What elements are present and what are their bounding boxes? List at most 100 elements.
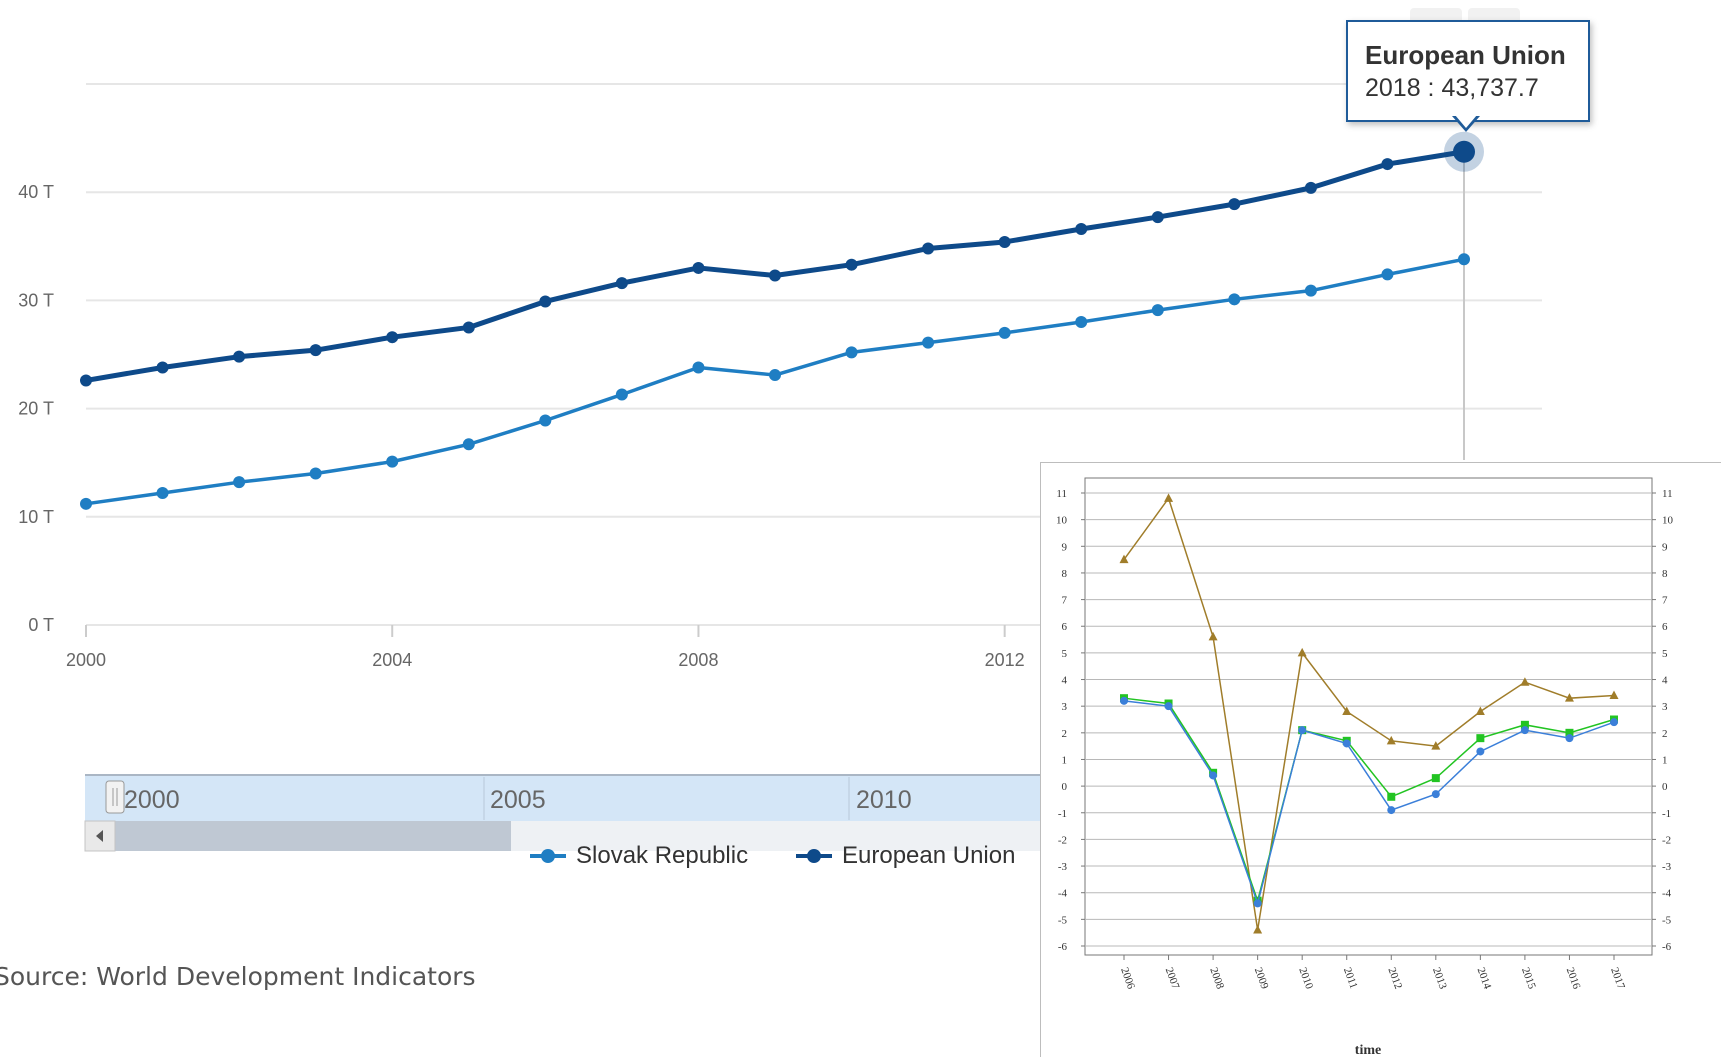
inset-y-tick-label-left: -4 (1058, 888, 1068, 900)
inset-chart-panel: 11 11 10 10 9 9 8 8 7 7 6 6 5 5 4 4 3 3 2 2 1 1 0 0 -1 -1 -2 -2 -3 -3… (1040, 462, 1721, 1057)
inset-y-tick-label-right: 8 (1662, 568, 1668, 580)
data-point[interactable] (462, 321, 475, 334)
inset-y-tick-label-right: -2 (1662, 834, 1671, 846)
data-point[interactable] (615, 388, 628, 401)
inset-y-tick-label-right: 4 (1662, 675, 1668, 687)
scrollbar-thumb[interactable] (115, 821, 511, 851)
data-point[interactable] (1453, 140, 1475, 163)
inset-x-axis-title: time (1355, 1043, 1381, 1057)
data-point[interactable] (462, 438, 475, 451)
inset-y-tick-label-right: -1 (1662, 808, 1671, 820)
inset-y-tick-label-right: 9 (1662, 541, 1668, 553)
inset-data-point (1431, 790, 1440, 799)
legend-item-european-union[interactable]: European Union (796, 842, 1015, 870)
data-point[interactable] (539, 414, 552, 427)
inset-data-point (1565, 734, 1574, 743)
inset-x-axis: 2006 2007 2008 2009 2010 2011 2012 2013 2014 2015… (1118, 955, 1627, 991)
inset-data-point (1386, 735, 1396, 745)
inset-y-tick-label-left: 0 (1062, 781, 1068, 793)
tooltip: European Union 2018 : 43,737.7 (1346, 20, 1590, 122)
inset-series-line (1123, 496, 1615, 931)
data-point[interactable] (845, 346, 858, 359)
inset-y-tick-label-left: -5 (1058, 914, 1068, 926)
inset-y-tick-label-left: 7 (1062, 595, 1068, 607)
inset-data-point (1476, 734, 1485, 743)
data-point[interactable] (80, 497, 92, 510)
series-european-union[interactable] (80, 131, 1484, 387)
data-point[interactable] (1151, 211, 1164, 224)
inset-x-tick-label: 2013 (1430, 966, 1449, 991)
y-tick-label: 30 T (18, 290, 54, 310)
inset-y-tick-label-right: 11 (1662, 488, 1673, 500)
data-point[interactable] (309, 344, 322, 357)
inset-x-tick-label: 2006 (1118, 966, 1137, 991)
data-point[interactable] (1381, 268, 1394, 281)
inset-data-point (1164, 493, 1174, 502)
data-point[interactable] (998, 326, 1011, 339)
inset-y-tick-label-left: 9 (1062, 541, 1068, 553)
navigator-label: 2000 (124, 786, 180, 814)
y-tick-label: 10 T (18, 507, 54, 527)
data-point[interactable] (1304, 181, 1317, 194)
data-point[interactable] (615, 277, 628, 290)
data-point[interactable] (1151, 304, 1164, 317)
inset-x-tick-label: 2007 (1163, 966, 1182, 991)
legend-line-icon (530, 849, 566, 863)
data-point[interactable] (1228, 293, 1241, 306)
inset-y-tick-label-left: 3 (1062, 701, 1068, 713)
inset-y-tick-label-right: 6 (1662, 621, 1668, 633)
data-point[interactable] (769, 269, 781, 282)
inset-series-3 (1120, 696, 1618, 908)
inset-y-tick-label-right: 0 (1662, 781, 1668, 793)
inset-x-tick-label: 2009 (1252, 966, 1271, 991)
data-point[interactable] (769, 369, 781, 382)
data-point[interactable] (692, 261, 705, 274)
data-point[interactable] (233, 476, 246, 489)
x-tick-label: 2004 (372, 650, 412, 670)
inset-y-tick-label-left: 10 (1056, 515, 1068, 527)
data-point[interactable] (1458, 253, 1470, 266)
range-navigator[interactable] (84, 774, 1045, 852)
data-point[interactable] (80, 374, 92, 387)
inset-data-point (1476, 747, 1485, 756)
chevron-left-icon (96, 830, 103, 842)
inset-data-point (1520, 726, 1529, 735)
data-point[interactable] (692, 361, 705, 374)
data-point[interactable] (156, 486, 169, 499)
data-point[interactable] (922, 336, 935, 349)
data-point[interactable] (156, 361, 169, 374)
data-point[interactable] (922, 242, 935, 255)
series-slovak-republic[interactable] (80, 253, 1470, 510)
inset-data-point (1475, 706, 1485, 716)
data-point[interactable] (1228, 198, 1241, 211)
data-point[interactable] (539, 295, 552, 308)
y-tick-label: 0 T (28, 615, 54, 635)
legend-item-slovak-republic[interactable]: Slovak Republic (530, 842, 748, 870)
data-point[interactable] (1075, 222, 1088, 235)
inset-x-tick-label: 2012 (1385, 966, 1404, 991)
data-point[interactable] (386, 331, 399, 344)
data-point[interactable] (1304, 284, 1317, 297)
data-point[interactable] (998, 235, 1011, 248)
inset-y-tick-label-right: 1 (1662, 754, 1668, 766)
data-point[interactable] (845, 258, 858, 271)
x-tick-label: 2000 (66, 650, 106, 670)
inset-y-tick-label-right: 2 (1662, 728, 1668, 740)
x-tick-label: 2008 (678, 650, 718, 670)
inset-y-tick-label-left: 8 (1062, 568, 1068, 580)
y-tick-label: 20 T (18, 399, 54, 419)
data-point[interactable] (309, 467, 322, 480)
drag-handle-icon[interactable] (105, 780, 125, 814)
inset-series-line (1123, 700, 1615, 906)
inset-y-tick-label-left: 11 (1056, 488, 1067, 500)
inset-x-tick-label: 2014 (1475, 966, 1494, 991)
data-point[interactable] (1381, 158, 1394, 171)
legend-line-icon (796, 849, 832, 863)
inset-data-point (1564, 693, 1574, 702)
data-point[interactable] (1075, 316, 1088, 329)
inset-y-tick-label-left: 1 (1062, 754, 1068, 766)
data-point[interactable] (386, 455, 399, 468)
inset-y-tick-label-right: -5 (1662, 914, 1672, 926)
data-point[interactable] (233, 350, 246, 363)
